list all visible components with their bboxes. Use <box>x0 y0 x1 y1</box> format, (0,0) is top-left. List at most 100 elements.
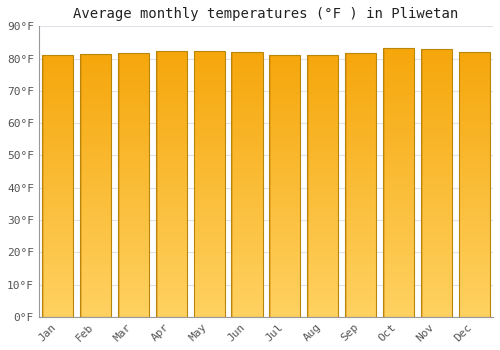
Bar <box>307 255 338 258</box>
Bar <box>383 108 414 112</box>
Bar <box>232 178 262 181</box>
Bar <box>421 72 452 75</box>
Bar <box>307 107 338 111</box>
Bar <box>270 212 300 215</box>
Bar <box>194 287 224 290</box>
Bar <box>458 228 490 231</box>
Bar <box>118 103 149 106</box>
Bar <box>383 115 414 119</box>
Bar <box>80 290 111 294</box>
Bar <box>458 221 490 224</box>
Bar <box>345 86 376 89</box>
Bar <box>42 147 74 150</box>
Bar <box>383 297 414 300</box>
Bar <box>118 93 149 96</box>
Bar <box>307 140 338 143</box>
Bar <box>232 105 262 108</box>
Bar <box>42 58 74 62</box>
Bar <box>345 314 376 317</box>
Bar <box>270 124 300 127</box>
Bar <box>458 244 490 247</box>
Bar <box>458 115 490 119</box>
Bar <box>194 234 224 237</box>
Bar <box>345 66 376 69</box>
Bar <box>232 59 262 62</box>
Bar <box>232 300 262 303</box>
Bar <box>383 290 414 293</box>
Bar <box>194 157 224 161</box>
Bar <box>232 92 262 96</box>
Bar <box>80 61 111 64</box>
Bar <box>270 127 300 130</box>
Bar <box>232 290 262 294</box>
Bar <box>156 177 187 181</box>
Bar <box>194 74 224 77</box>
Bar <box>421 260 452 263</box>
Bar <box>42 245 74 248</box>
Bar <box>307 297 338 300</box>
Bar <box>307 111 338 114</box>
Bar <box>80 120 111 123</box>
Bar <box>156 231 187 234</box>
Bar <box>421 236 452 240</box>
Bar <box>421 243 452 246</box>
Bar <box>307 78 338 81</box>
Bar <box>80 261 111 264</box>
Bar <box>232 52 262 317</box>
Bar <box>42 107 74 111</box>
Bar <box>270 225 300 229</box>
Bar <box>383 75 414 78</box>
Bar <box>270 265 300 268</box>
Bar <box>80 287 111 290</box>
Bar <box>194 300 224 303</box>
Bar <box>232 191 262 195</box>
Bar <box>42 271 74 274</box>
Bar <box>118 109 149 112</box>
Bar <box>232 155 262 158</box>
Bar <box>270 153 300 156</box>
Bar <box>156 51 187 55</box>
Bar <box>194 254 224 257</box>
Bar <box>156 284 187 287</box>
Bar <box>383 239 414 243</box>
Bar <box>345 145 376 148</box>
Bar <box>42 209 74 212</box>
Bar <box>270 134 300 137</box>
Bar <box>383 199 414 203</box>
Bar <box>307 160 338 163</box>
Bar <box>42 78 74 81</box>
Bar <box>118 139 149 142</box>
Bar <box>421 263 452 266</box>
Bar <box>194 303 224 307</box>
Bar <box>194 164 224 167</box>
Bar <box>345 264 376 267</box>
Bar <box>458 198 490 201</box>
Bar <box>307 307 338 310</box>
Bar <box>156 188 187 191</box>
Bar <box>270 193 300 196</box>
Bar <box>421 146 452 149</box>
Bar <box>232 277 262 280</box>
Bar <box>345 267 376 271</box>
Bar <box>80 84 111 87</box>
Bar <box>270 156 300 160</box>
Bar <box>156 194 187 197</box>
Bar <box>270 258 300 261</box>
Bar <box>42 98 74 101</box>
Bar <box>194 177 224 181</box>
Bar <box>458 119 490 122</box>
Bar <box>118 258 149 261</box>
Bar <box>345 300 376 303</box>
Bar <box>345 310 376 314</box>
Bar <box>156 88 187 91</box>
Bar <box>194 257 224 260</box>
Bar <box>421 58 452 62</box>
Bar <box>383 189 414 192</box>
Bar <box>345 119 376 122</box>
Bar <box>307 58 338 62</box>
Bar <box>383 102 414 105</box>
Bar <box>156 138 187 141</box>
Bar <box>232 56 262 59</box>
Bar <box>345 284 376 287</box>
Bar <box>42 215 74 219</box>
